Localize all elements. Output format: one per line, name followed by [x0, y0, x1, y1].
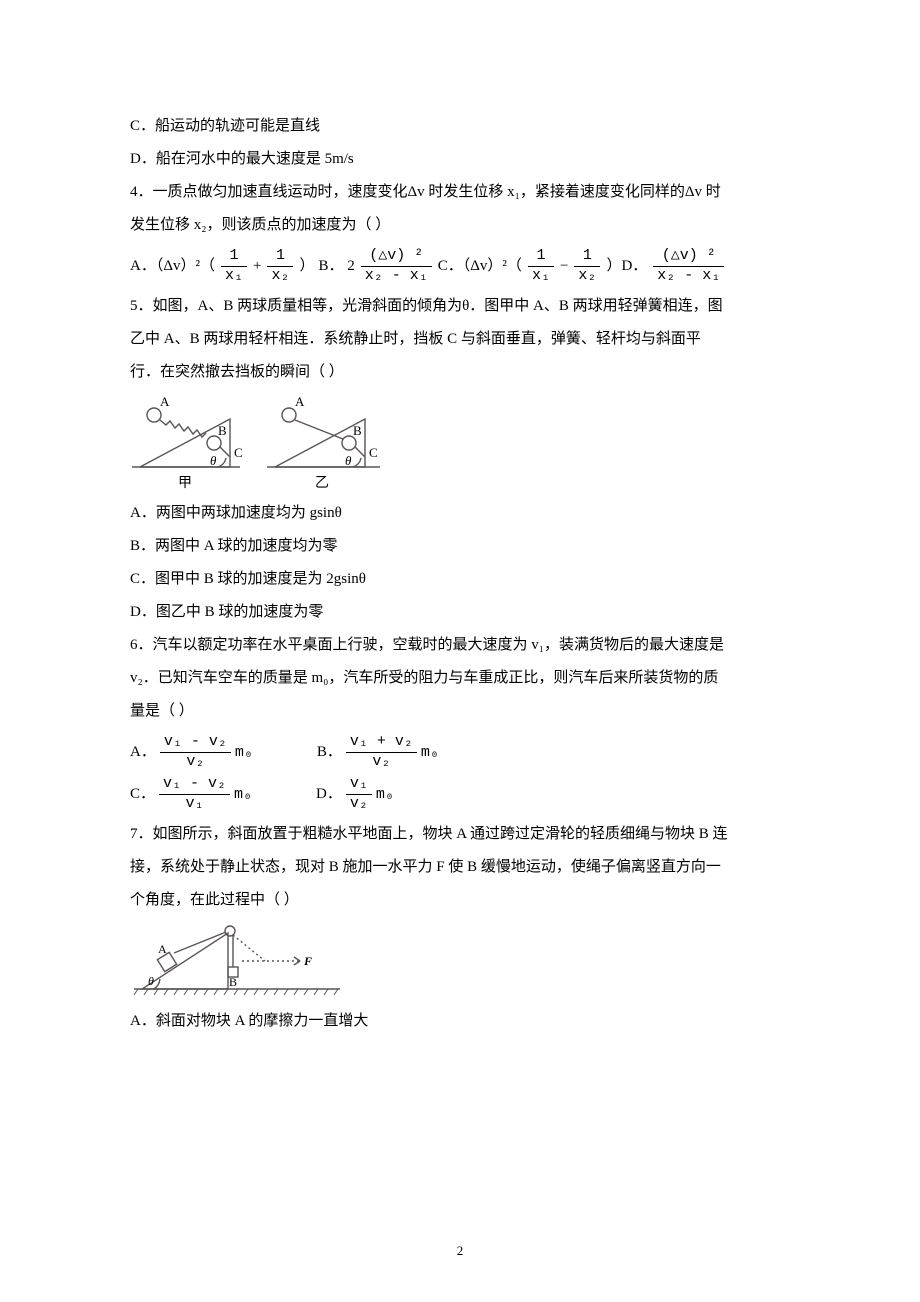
q5-option-b: B．两图中 A 球的加速度均为零 [130, 530, 790, 563]
q4-B-lead: B． 2 [319, 250, 355, 283]
q6-C-lead: C． [130, 778, 155, 811]
q5-theta-2: θ [345, 453, 352, 468]
q5-stem-2: 乙中 A、B 两球用轻杆相连．系统静止时，挡板 C 与斜面垂直，弹簧、轻杆均与斜… [130, 323, 790, 356]
q4-frac-2: 1 x₂ [265, 248, 295, 284]
q4-A-lead: A．（Δv）²（ [130, 250, 215, 283]
q5-label-C2: C [369, 445, 378, 460]
q6-frac-C: v₁ - v₂ v₁ [157, 776, 232, 812]
q6-D-lead: D． [316, 778, 342, 811]
q4-frac-C2: 1 x₂ [572, 248, 602, 284]
q4-frac-C1: 1 x₁ [526, 248, 556, 284]
q7-label-B: B [229, 975, 237, 989]
q5-option-a: A．两图中两球加速度均为 gsinθ [130, 497, 790, 530]
q6-stem-1: 6．汽车以额定功率在水平桌面上行驶，空载时的最大速度为 v₁，装满货物后的最大速… [130, 629, 790, 662]
q3-option-c: C．船运动的轨迹可能是直线 [130, 110, 790, 143]
q4-minus: − [560, 250, 568, 283]
q7-svg: A B F θ [130, 923, 350, 1003]
q5-option-d: D．图乙中 B 球的加速度为零 [130, 596, 790, 629]
q6-frac-D: v₁ v₂ [344, 776, 374, 812]
page-number: 2 [130, 1237, 790, 1266]
q5-label-C1: C [234, 445, 243, 460]
q6-frac-A: v₁ - v₂ v₂ [158, 734, 233, 770]
q7-stem-2: 接，系统处于静止状态，现对 B 施加一水平力 F 使 B 缓慢地运动，使绳子偏离… [130, 851, 790, 884]
q4-stem-2: 发生位移 x₂，则该质点的加速度为（ ） [130, 209, 790, 242]
q7-figure: A B F θ [130, 923, 790, 1003]
q4-plus: + [253, 250, 261, 283]
q5-caption-yi: 乙 [315, 475, 329, 491]
q6-frac-B: v₁ + v₂ v₂ [344, 734, 419, 770]
q7-option-a: A．斜面对物块 A 的摩擦力一直增大 [130, 1005, 790, 1038]
q5-stem-3: 行．在突然撤去挡板的瞬间（ ） [130, 356, 790, 389]
q6-A-lead: A． [130, 736, 156, 769]
q6-options-row2: C． v₁ - v₂ v₁ m₀ D． v₁ v₂ m₀ [130, 776, 790, 812]
q7-stem-3: 个角度，在此过程中（ ） [130, 884, 790, 917]
q4-frac-1: 1 x₁ [219, 248, 249, 284]
q7-theta: θ [148, 974, 154, 988]
q4-frac-B: (△v) ² x₂ - x₁ [359, 248, 434, 284]
q6-C-m0: m₀ [234, 778, 252, 811]
q5-label-B1: B [218, 423, 227, 438]
q5-figure: A B C θ 甲 A B C θ 乙 [130, 395, 790, 495]
q5-label-B2: B [353, 423, 362, 438]
q3-option-d: D．船在河水中的最大速度是 5m/s [130, 143, 790, 176]
q6-B-m0: m₀ [421, 736, 439, 769]
q5-svg: A B C θ 甲 A B C θ 乙 [130, 395, 390, 495]
q7-label-A: A [158, 942, 167, 956]
q6-options-row1: A． v₁ - v₂ v₂ m₀ B． v₁ + v₂ v₂ m₀ [130, 734, 790, 770]
q5-caption-jia: 甲 [178, 476, 192, 491]
exam-page: C．船运动的轨迹可能是直线 D．船在河水中的最大速度是 5m/s 4．一质点做匀… [0, 0, 920, 1302]
q4-frac-D: (△v) ² x₂ - x₁ [651, 248, 726, 284]
q5-stem-1: 5．如图，A、B 两球质量相等，光滑斜面的倾角为θ．图甲中 A、B 两球用轻弹簧… [130, 290, 790, 323]
q6-B-lead: B． [317, 736, 342, 769]
q5-option-c: C．图甲中 B 球的加速度是为 2gsinθ [130, 563, 790, 596]
q7-stem-1: 7．如图所示，斜面放置于粗糙水平地面上，物块 A 通过跨过定滑轮的轻质细绳与物块… [130, 818, 790, 851]
q4-C-lead: C．（Δv）²（ [438, 250, 522, 283]
q6-stem-2: v₂．已知汽车空车的质量是 m₀，汽车所受的阻力与车重成正比，则汽车后来所装货物… [130, 662, 790, 695]
q4-close-1: ） [299, 250, 314, 283]
q6-stem-3: 量是（ ） [130, 695, 790, 728]
q5-label-A2: A [295, 395, 305, 409]
q5-theta-1: θ [210, 453, 217, 468]
q7-label-F: F [303, 954, 312, 968]
q4-stem-1: 4．一质点做匀加速直线运动时，速度变化Δv 时发生位移 x₁，紧接着速度变化同样… [130, 176, 790, 209]
q5-label-A1: A [160, 395, 170, 409]
q4-options-row: A．（Δv）²（ 1 x₁ + 1 x₂ ） B． 2 (△v) ² x₂ - … [130, 248, 790, 284]
q6-D-m0: m₀ [376, 778, 394, 811]
q6-A-m0: m₀ [235, 736, 253, 769]
q4-D-lead: ）D． [606, 250, 647, 283]
